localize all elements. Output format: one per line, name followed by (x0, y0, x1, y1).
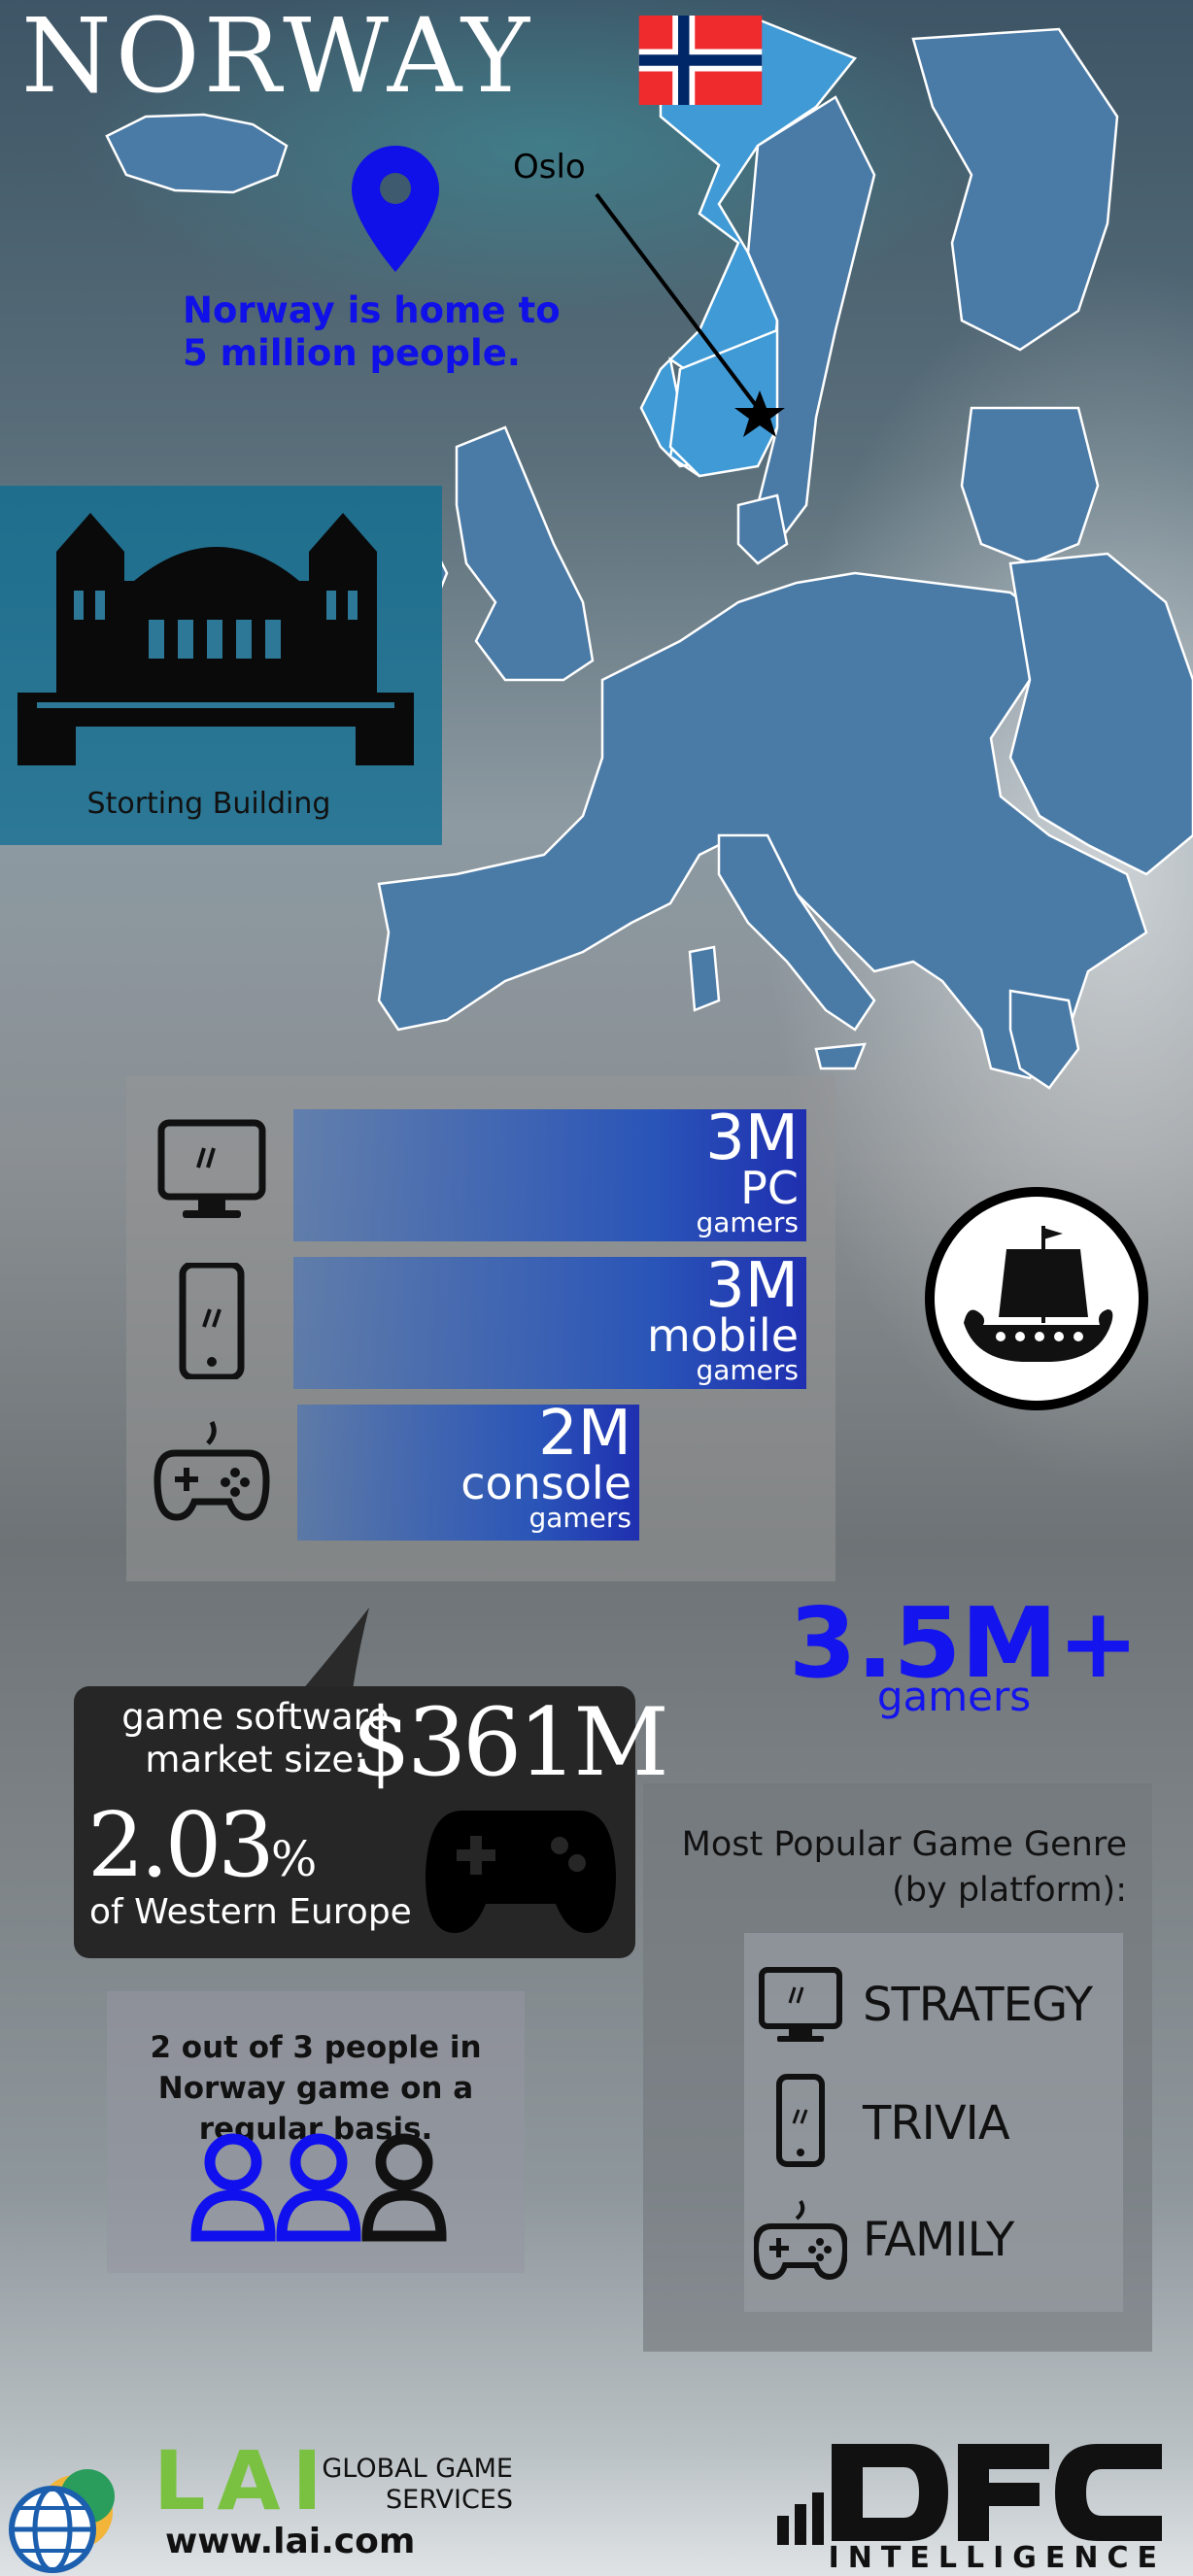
sicily-shape (814, 1042, 867, 1070)
viking-ship-badge (925, 1187, 1148, 1410)
location-pin-icon (352, 146, 439, 272)
console-gamers-bar: 2M console gamers (297, 1398, 639, 1541)
pc-gamers-platform: PC (740, 1161, 799, 1214)
monitor-icon (157, 1119, 266, 1218)
norway-flag-icon (638, 16, 763, 105)
population-caption: Norway is home to 5 million people. (183, 289, 561, 375)
smartphone-icon (776, 2074, 825, 2167)
gamepad-icon (754, 2199, 847, 2281)
gamers-panel: 3M PC gamers 3M mobile gamers 2M console… (126, 1076, 835, 1581)
lai-globe-logo-icon (9, 2469, 115, 2573)
mobile-gamers-unit: gamers (696, 1354, 799, 1387)
oslo-label: Oslo (513, 148, 586, 186)
total-gamers-label: gamers (876, 1673, 1032, 1720)
viking-ship-icon (964, 1226, 1113, 1362)
lai-logo-text: LAI (153, 2433, 334, 2528)
person-icon-non-gamer (361, 2133, 447, 2242)
smartphone-icon (179, 1263, 245, 1379)
person-icon-gamer-2 (276, 2133, 361, 2242)
europe-map (105, 17, 1193, 1090)
mobile-gamers-value: 3M (705, 1250, 799, 1322)
market-size-label: game software market size: (121, 1696, 390, 1781)
mobile-gamers-bar: 3M mobile gamers (293, 1250, 806, 1389)
gamepad-icon (426, 1811, 616, 1933)
baltics-shape (960, 406, 1100, 565)
storting-building-icon (17, 513, 414, 765)
console-gamers-platform: console (460, 1456, 631, 1509)
lai-url-link[interactable]: www.lai.com (165, 2522, 416, 2561)
market-share-number: 2.03 (87, 1793, 275, 1897)
dfc-logo-subtitle: INTELLIGENCE (828, 2541, 1166, 2575)
genre-title: Most Popular Game Genre (by platform): (681, 1825, 1127, 1911)
sardinia-shape (688, 945, 721, 1012)
pc-gamers-value: 3M (705, 1102, 799, 1174)
oslo-star-icon (734, 390, 785, 437)
lai-tagline: GLOBAL GAME SERVICES (322, 2454, 513, 2516)
market-share-value: 2.03% (87, 1793, 317, 1897)
italy-shape (717, 833, 876, 1032)
market-size-panel: game software market size: $361M 2.03% o… (74, 1686, 669, 1958)
sweden-shape (746, 95, 876, 547)
pc-gamers-bar: 3M PC gamers (293, 1102, 806, 1241)
genre-item-mobile: TRIVIA (744, 2067, 1123, 2174)
greece-shape (1008, 989, 1080, 1090)
page-title: NORWAY (21, 0, 534, 116)
people-icons (190, 2133, 447, 2242)
genre-label-pc: STRATEGY (863, 1978, 1093, 2032)
genre-label-console: FAMILY (863, 2213, 1014, 2267)
gamepad-icon (153, 1420, 270, 1521)
pc-gamers-unit: gamers (696, 1206, 799, 1239)
belarus-ukraine-shape (1008, 552, 1193, 876)
console-gamers-value: 2M (538, 1398, 631, 1470)
genre-label-mobile: TRIVIA (863, 2096, 1010, 2151)
market-share-percent-sign: % (270, 1831, 317, 1887)
oslo-pointer (595, 192, 785, 437)
genre-item-pc: STRATEGY (744, 1949, 1123, 2055)
monitor-icon (759, 1967, 842, 2042)
genre-panel: Most Popular Game Genre (by platform): S… (643, 1783, 1152, 2352)
console-gamers-unit: gamers (528, 1502, 631, 1535)
iceland-shape (105, 113, 289, 194)
uk-shape (455, 425, 595, 682)
finland-shape (911, 27, 1119, 352)
storting-label: Storting Building (86, 787, 331, 821)
total-gamers-value: 3.5M+ (789, 1586, 1140, 1700)
people-ratio-panel: 2 out of 3 people in Norway game on a re… (107, 1991, 525, 2273)
market-share-label: of Western Europe (89, 1892, 412, 1932)
norway-shape (639, 17, 858, 478)
genre-item-console: FAMILY (744, 2184, 1123, 2290)
person-icon-gamer-1 (190, 2133, 276, 2242)
denmark-shape (736, 493, 789, 565)
genre-list: STRATEGY TRIVIA FAMILY (744, 1933, 1123, 2312)
market-size-value: $361M (352, 1688, 669, 1797)
mobile-gamers-platform: mobile (646, 1308, 799, 1362)
dfc-logo-icon (777, 2444, 1162, 2545)
